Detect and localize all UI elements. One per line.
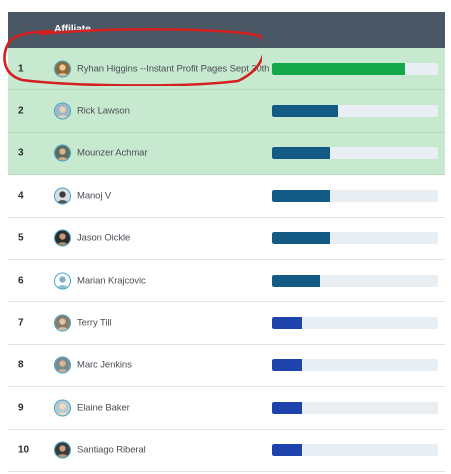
progress-bar: [272, 232, 438, 245]
leaderboard-row[interactable]: 8 Marc Jenkins: [8, 344, 445, 388]
leaderboard-header: Affiliate: [8, 12, 445, 48]
progress-bar: [272, 189, 438, 202]
progress-bar-fill: [272, 401, 302, 414]
progress-bar-fill: [272, 105, 339, 118]
person-avatar-icon: [55, 400, 70, 416]
avatar: [54, 356, 71, 374]
progress-bar-fill: [272, 232, 331, 245]
avatar: [54, 144, 71, 162]
progress-bar: [272, 274, 438, 287]
person-avatar-icon: [55, 145, 70, 161]
affiliate-name[interactable]: Elaine Baker: [77, 402, 130, 414]
rank-number: 4: [18, 190, 24, 202]
leaderboard-row[interactable]: 2 Rick Lawson: [8, 90, 445, 133]
progress-bar-fill: [272, 444, 302, 457]
affiliate-name[interactable]: Manoj V: [77, 190, 112, 202]
leaderboard: Affiliate 1 Ryhan Higgins --Instant Prof…: [8, 12, 445, 472]
affiliate-name[interactable]: Mounzer Achmar: [77, 147, 148, 159]
leaderboard-rows: 1 Ryhan Higgins --Instant Profit Pages S…: [8, 48, 445, 472]
leaderboard-row[interactable]: 4 Manoj V: [8, 175, 445, 218]
leaderboard-row[interactable]: 10 Santiago Riberal: [8, 429, 445, 472]
person-avatar-icon: [55, 442, 70, 458]
affiliate-name[interactable]: Jason Oickle: [77, 232, 131, 244]
rank-number: 7: [18, 317, 24, 329]
progress-bar-fill: [272, 147, 331, 160]
progress-bar-fill: [272, 62, 405, 75]
person-avatar-icon: [55, 61, 70, 77]
progress-bar: [272, 62, 438, 75]
leaderboard-row[interactable]: 9 Elaine Baker: [8, 387, 445, 430]
person-avatar-icon: [55, 273, 70, 289]
progress-bar: [272, 317, 438, 330]
rank-number: 10: [18, 444, 30, 456]
avatar: [54, 441, 71, 459]
rank-number: 8: [18, 359, 24, 371]
avatar: [54, 399, 71, 417]
person-avatar-icon: [55, 188, 70, 204]
affiliate-name[interactable]: Ryhan Higgins --Instant Profit Pages Sep…: [77, 63, 270, 75]
leaderboard-row[interactable]: 7 Terry Till: [8, 302, 445, 345]
rank-number: 2: [18, 105, 24, 117]
rank-number: 9: [18, 402, 24, 414]
progress-bar: [272, 359, 438, 372]
rank-number: 6: [18, 275, 24, 287]
leaderboard-row[interactable]: 1 Ryhan Higgins --Instant Profit Pages S…: [8, 48, 445, 91]
affiliate-column-header: Affiliate: [54, 23, 91, 35]
progress-bar: [272, 147, 438, 160]
rank-number: 1: [18, 63, 24, 75]
avatar: [54, 272, 71, 290]
avatar: [54, 102, 71, 120]
avatar: [54, 229, 71, 247]
rank-number: 5: [18, 232, 24, 244]
person-avatar-icon: [55, 315, 70, 331]
affiliate-name[interactable]: Rick Lawson: [77, 105, 130, 117]
person-avatar-icon: [55, 230, 70, 246]
avatar: [54, 60, 71, 78]
progress-bar: [272, 401, 438, 414]
progress-bar-fill: [272, 359, 302, 372]
progress-bar-fill: [272, 317, 302, 330]
person-avatar-icon: [55, 357, 70, 373]
affiliate-name[interactable]: Terry Till: [77, 317, 112, 329]
rank-number: 3: [18, 147, 24, 159]
leaderboard-row[interactable]: 5 Jason Oickle: [8, 217, 445, 260]
avatar: [54, 314, 71, 332]
affiliate-name[interactable]: Marian Krajcovic: [77, 275, 146, 287]
leaderboard-row[interactable]: 3 Mounzer Achmar: [8, 132, 445, 176]
progress-bar: [272, 105, 438, 118]
person-avatar-icon: [55, 103, 70, 119]
affiliate-name[interactable]: Marc Jenkins: [77, 359, 132, 371]
progress-bar: [272, 444, 438, 457]
progress-bar-fill: [272, 189, 331, 202]
avatar: [54, 187, 71, 205]
progress-bar-fill: [272, 274, 321, 287]
affiliate-name[interactable]: Santiago Riberal: [77, 444, 146, 456]
leaderboard-row[interactable]: 6 Marian Krajcovic: [8, 259, 445, 303]
